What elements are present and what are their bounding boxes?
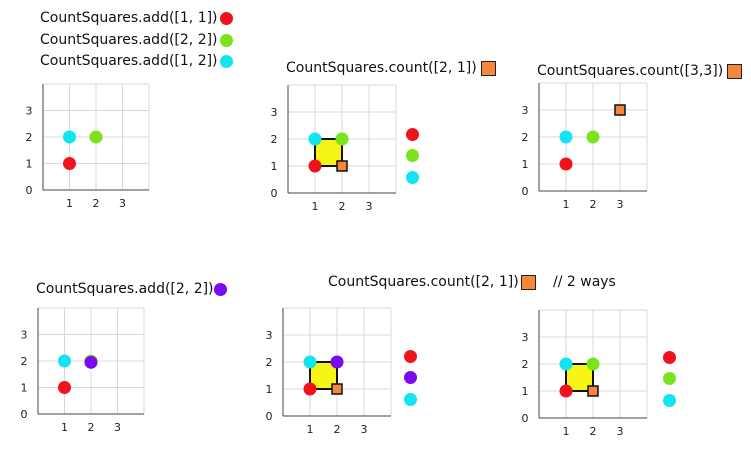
x-tick-label: 3 [366,200,373,213]
y-tick-label: 2 [21,355,28,368]
y-tick-label: 3 [26,105,33,118]
y-tick-label: 3 [266,329,273,342]
y-tick-label: 0 [21,408,28,421]
caption-add-2-2: CountSquares.add([2, 2]) [40,32,218,48]
purple-point [330,355,344,369]
x-tick-label: 2 [590,425,597,438]
caption-count-2-1-second: CountSquares.count([2, 1]) [328,274,519,290]
query-point [331,383,343,395]
query-square-marker [481,61,496,76]
x-tick-label: 1 [563,425,570,438]
cyan-point-marker [220,55,233,68]
cyan-legend-dot [405,170,419,184]
y-tick-label: 1 [522,158,529,171]
caption-count-3-3: CountSquares.count([3,3]) [537,63,724,79]
y-tick-label: 0 [26,184,33,197]
x-tick-label: 2 [590,198,597,211]
y-tick-label: 3 [522,104,529,117]
cyan-legend-dot [662,393,676,407]
red-point [63,157,76,170]
red-point [559,157,573,171]
y-tick-label: 0 [271,187,278,200]
x-tick-label: 2 [88,421,95,434]
purple-point-marker [214,283,227,296]
purple-point [84,355,98,369]
red-point [58,381,71,394]
y-tick-label: 3 [522,331,529,344]
y-tick-label: 0 [522,185,529,198]
green-legend-dot [662,372,676,385]
y-tick-label: 1 [266,383,273,396]
green-point [89,130,103,144]
caption-ways-note: // 2 ways [553,274,616,290]
x-tick-label: 3 [361,423,368,436]
red-point [303,382,317,396]
x-tick-label: 3 [119,197,126,210]
red-point-marker [220,12,233,25]
query-point [587,385,599,397]
red-point [308,159,322,173]
green-point [586,357,600,371]
cyan-point [303,355,317,369]
cyan-point [63,130,76,144]
y-tick-label: 1 [522,385,529,398]
query-point [614,104,626,116]
caption-count-2-1: CountSquares.count([2, 1]) [286,60,477,76]
x-tick-label: 1 [66,197,73,210]
cyan-point [58,354,71,368]
cyan-point [308,132,322,146]
green-point [335,132,349,146]
y-tick-label: 2 [522,131,529,144]
x-tick-label: 1 [563,198,570,211]
x-tick-label: 2 [334,423,341,436]
y-tick-label: 0 [522,412,529,425]
x-tick-label: 3 [114,421,121,434]
red-legend-dot [403,349,417,363]
y-tick-label: 0 [266,410,273,423]
purple-legend-dot [403,371,417,384]
y-tick-label: 1 [26,158,33,171]
caption-add-2-2-second: CountSquares.add([2, 2]) [36,281,214,297]
red-legend-dot [662,350,676,364]
green-point-marker [220,34,233,47]
x-tick-label: 1 [307,423,314,436]
y-tick-label: 1 [271,160,278,173]
cyan-point [559,357,573,371]
caption-add-1-2: CountSquares.add([1, 2]) [40,53,218,69]
cyan-point [559,130,573,144]
y-tick-label: 2 [522,358,529,371]
green-legend-dot [405,149,419,162]
x-tick-label: 2 [93,197,100,210]
query-square-marker [521,275,536,290]
y-tick-label: 3 [21,329,28,342]
x-tick-label: 2 [339,200,346,213]
caption-add-1-1: CountSquares.add([1, 1]) [40,10,218,26]
green-point [586,130,600,144]
x-tick-label: 3 [617,425,624,438]
cyan-legend-dot [403,392,417,406]
y-tick-label: 1 [21,382,28,395]
y-tick-label: 2 [26,131,33,144]
query-square-marker [727,64,742,79]
y-tick-label: 3 [271,106,278,119]
y-tick-label: 2 [271,133,278,146]
x-tick-label: 1 [61,421,68,434]
red-legend-dot [405,127,419,141]
query-point [336,160,348,172]
x-tick-label: 1 [312,200,319,213]
red-point [559,384,573,398]
x-tick-label: 3 [617,198,624,211]
y-tick-label: 2 [266,356,273,369]
